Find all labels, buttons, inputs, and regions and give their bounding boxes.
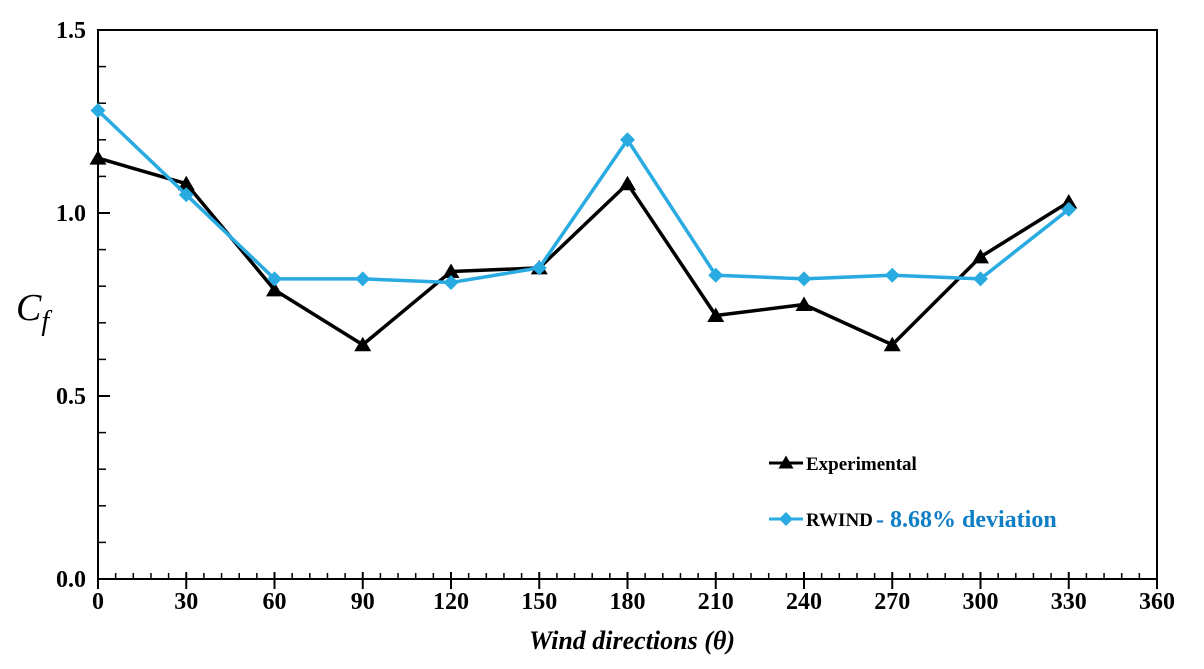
legend-label-rwind: RWIND [806, 510, 873, 531]
marker-rwind [884, 267, 900, 283]
x-axis-ticks [97, 572, 1158, 589]
x-tick-label: 180 [610, 589, 646, 615]
x-tick-label: 330 [1051, 589, 1087, 615]
y-axis-tick-labels: 0.0 0.5 1.0 1.5 [56, 18, 86, 593]
legend-item-experimental: Experimental [769, 454, 917, 475]
x-tick-label: 300 [963, 589, 999, 615]
line-experimental [96, 156, 1071, 347]
marker-experimental [442, 263, 460, 279]
marker-rwind [620, 132, 635, 148]
x-tick-label: 90 [351, 589, 375, 615]
x-tick-label: 0 [92, 589, 104, 615]
legend-triangle-icon [778, 455, 794, 469]
y-axis-title: Cf [16, 287, 52, 337]
marker-rwind [443, 275, 459, 291]
plot-frame [97, 29, 1158, 580]
y-tick-label: 1.0 [56, 201, 86, 227]
marker-experimental [177, 175, 195, 191]
marker-rwind [355, 271, 371, 287]
legend-diamond-icon [779, 512, 793, 526]
legend-deviation-label: - 8.68% deviation [876, 507, 1057, 533]
y-axis-ticks [98, 29, 110, 580]
marker-rwind [178, 187, 194, 203]
x-tick-label: 360 [1139, 589, 1175, 615]
y-tick-label: 1.5 [56, 18, 86, 44]
marker-experimental [354, 336, 372, 352]
marker-rwind [267, 271, 282, 287]
x-tick-label: 60 [263, 589, 287, 615]
x-tick-label: 240 [786, 589, 822, 615]
x-axis-title: Wind directions (θ) [529, 626, 735, 655]
legend-item-rwind: RWIND - 8.68% deviation [769, 507, 1057, 533]
marker-experimental [266, 281, 283, 297]
y-tick-label: 0.0 [56, 567, 86, 593]
marker-rwind [973, 271, 988, 287]
y-tick-label: 0.5 [56, 384, 86, 410]
x-tick-label: 270 [874, 589, 910, 615]
x-tick-label: 30 [174, 589, 198, 615]
marker-rwind [796, 271, 812, 287]
series-layer [89, 103, 1078, 352]
x-tick-label: 210 [698, 589, 734, 615]
marker-rwind [708, 267, 724, 283]
marker-rwind [1061, 201, 1077, 217]
legend-label-experimental: Experimental [806, 454, 917, 475]
marker-experimental [89, 150, 107, 165]
marker-rwind [531, 260, 547, 276]
marker-experimental [972, 248, 989, 264]
marker-rwind [90, 103, 106, 119]
x-tick-label: 150 [521, 589, 557, 615]
marker-experimental [619, 175, 636, 191]
marker-experimental [707, 307, 725, 322]
marker-experimental [883, 336, 901, 352]
x-axis-tick-labels: 0 30 60 90 120 150 180 210 240 270 300 330 360 [92, 589, 1175, 615]
legend: Experimental RWIND - 8.68% deviation [769, 454, 1057, 533]
line-rwind [96, 108, 1071, 285]
marker-experimental [795, 296, 813, 311]
marker-experimental [1060, 194, 1078, 209]
x-tick-label: 120 [433, 589, 469, 615]
